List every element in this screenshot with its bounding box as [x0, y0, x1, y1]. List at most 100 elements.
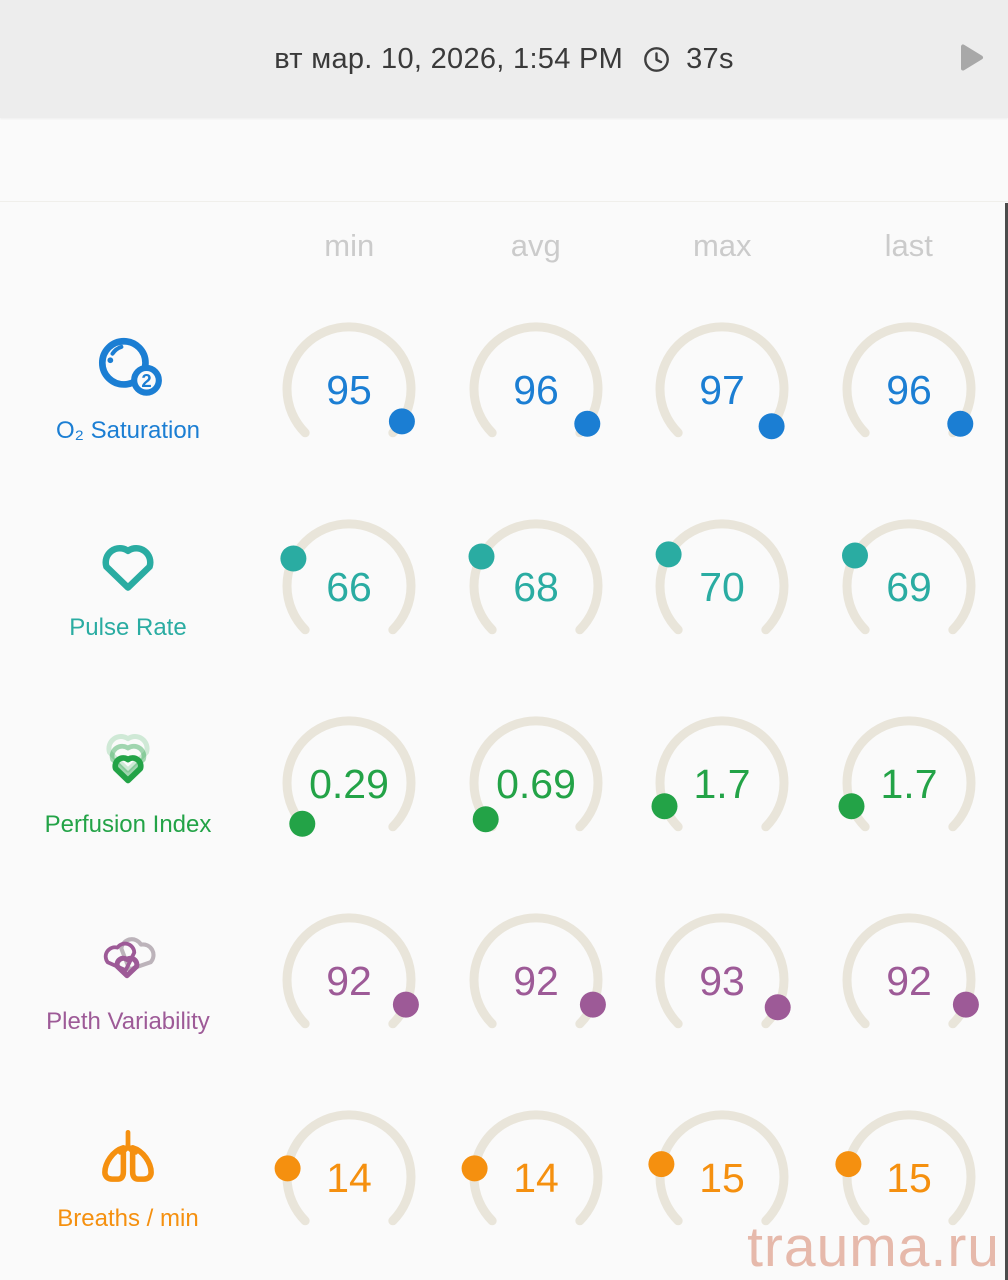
metric-header-cell: 2 O₂ Saturation	[0, 290, 256, 487]
gauge-dot	[764, 993, 791, 1020]
gauge: 15	[816, 1078, 1003, 1275]
gauge-arc	[282, 322, 416, 437]
session-date: вт мар. 10, 2026, 1:54 PM	[274, 42, 624, 75]
gauge-arc	[655, 322, 789, 437]
gauge-value: 92	[513, 958, 559, 1004]
gauge-dot	[651, 792, 678, 819]
metric-label: O₂ Saturation	[55, 417, 201, 444]
gauge-dot	[952, 991, 979, 1018]
gauge: 92	[443, 881, 630, 1078]
metrics-body: 2 O₂ Saturation 95 96 97	[0, 290, 1008, 1275]
metric-label: Perfusion Index	[44, 811, 212, 838]
gauge-dot	[274, 1154, 301, 1181]
perfusion-index-icon	[106, 734, 150, 784]
gauge-arc	[469, 716, 603, 831]
gauge-value: 0.69	[496, 761, 576, 807]
metric-label: Pleth Variability	[46, 1008, 210, 1035]
gauge-value: 14	[513, 1155, 559, 1201]
top-spacer	[0, 118, 1008, 202]
header-bar: вт мар. 10, 2026, 1:54 PM 37s	[0, 0, 1008, 118]
session-duration: 37s	[686, 42, 734, 75]
gauge-value: 1.7	[880, 761, 937, 807]
gauge-dot	[841, 542, 868, 568]
gauge-dot	[947, 410, 974, 437]
gauge-arc	[469, 322, 603, 437]
gauge-value: 14	[326, 1155, 372, 1201]
metric-label: Breaths / min	[57, 1205, 199, 1232]
play-button[interactable]	[954, 38, 990, 81]
gauge-value: 69	[886, 564, 932, 610]
gauge-value: 15	[699, 1155, 745, 1201]
gauge-arc	[655, 1110, 789, 1225]
gauge: 96	[816, 290, 1003, 487]
gauge-value: 92	[886, 958, 932, 1004]
metric-icon-wrap	[91, 726, 165, 805]
metric-header-cell: Pulse Rate	[0, 487, 256, 684]
gauge: 69	[816, 487, 1003, 684]
gauge: 96	[443, 290, 630, 487]
gauge-arc	[842, 913, 976, 1028]
gauge-arc	[842, 322, 976, 437]
gauge: 66	[256, 487, 443, 684]
gauge: 95	[256, 290, 443, 487]
gauge: 14	[256, 1078, 443, 1275]
gauge-arc	[842, 519, 976, 634]
gauge-arc	[655, 913, 789, 1028]
gauge-value: 92	[326, 958, 372, 1004]
column-label-max: max	[692, 228, 752, 263]
gauge-dot	[574, 410, 601, 437]
metric-header-cell: Breaths / min	[0, 1078, 256, 1275]
gauge-arc	[469, 519, 603, 634]
gauge: 92	[816, 881, 1003, 1078]
pulse-rate-icon	[102, 545, 154, 591]
gauge-dot	[389, 407, 416, 434]
metric-icon-wrap: 2	[91, 332, 165, 411]
gauge-arc	[842, 716, 976, 831]
metric-row-perfusion-index: Perfusion Index 0.29 0.69 1.7 1.7	[0, 684, 1008, 881]
gauge: 0.69	[443, 684, 630, 881]
gauge-arc	[655, 519, 789, 634]
gauge: 68	[443, 487, 630, 684]
gauge-dot	[648, 1150, 675, 1177]
clock-icon	[644, 46, 670, 72]
breaths-per-min-icon	[102, 1129, 154, 1182]
gauge-dot	[838, 792, 865, 819]
gauge-value: 95	[326, 367, 372, 413]
gauge-arc	[282, 913, 416, 1028]
session-info: вт мар. 10, 2026, 1:54 PM 37s	[274, 43, 734, 76]
gauge-value: 70	[699, 564, 745, 610]
gauge-value: 97	[699, 367, 745, 413]
gauge: 97	[629, 290, 816, 487]
gauge: 1.7	[629, 684, 816, 881]
column-label-avg: avg	[510, 228, 561, 263]
gauge-value: 96	[513, 367, 559, 413]
gauge: 70	[629, 487, 816, 684]
gauge-arc	[282, 716, 416, 831]
gauge-dot	[758, 412, 785, 439]
pleth-variability-icon	[103, 937, 156, 979]
play-icon	[961, 44, 983, 71]
metric-icon-wrap	[91, 529, 165, 608]
gauge-arc	[842, 1110, 976, 1225]
gauge-value: 93	[699, 958, 745, 1004]
scrollbar[interactable]	[1005, 203, 1008, 1280]
gauge-arc	[655, 716, 789, 831]
gauge-value: 1.7	[694, 761, 751, 807]
gauge: 14	[443, 1078, 630, 1275]
svg-text:2: 2	[141, 370, 151, 391]
metric-row-pleth-variability: Pleth Variability 92 92 93 92	[0, 881, 1008, 1078]
o2-saturation-icon: 2	[98, 337, 162, 396]
gauge-dot	[393, 991, 420, 1018]
metric-label: Pulse Rate	[69, 614, 187, 641]
gauge-dot	[655, 540, 682, 567]
gauge: 15	[629, 1078, 816, 1275]
gauge: 92	[256, 881, 443, 1078]
gauge-value: 0.29	[309, 761, 389, 807]
column-label-min: min	[324, 228, 375, 263]
gauge-value: 15	[886, 1155, 932, 1201]
columns-header: min avg max last	[0, 202, 1008, 290]
gauge: 0.29	[256, 684, 443, 881]
gauge-dot	[835, 1150, 862, 1177]
metric-header-cell: Pleth Variability	[0, 881, 256, 1078]
gauge-value: 66	[326, 564, 372, 610]
